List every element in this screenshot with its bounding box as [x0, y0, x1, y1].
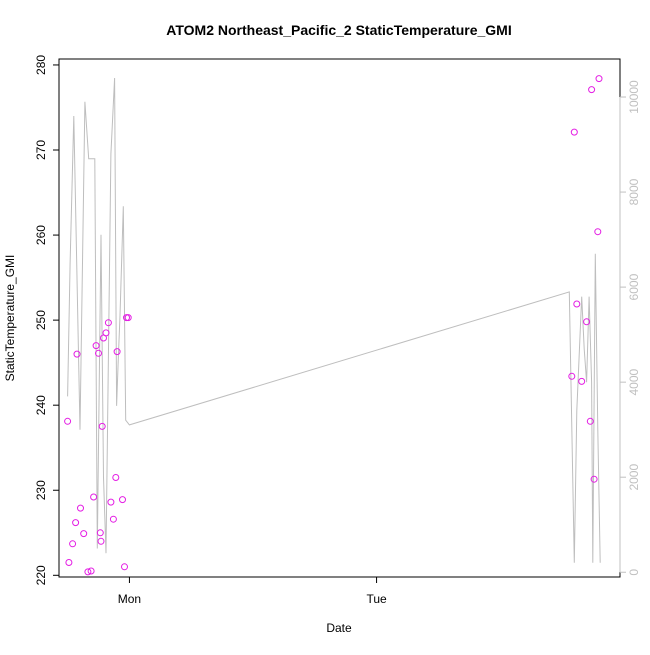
y-tick-label: 230 — [34, 480, 48, 500]
y2-tick-label: 10000 — [627, 80, 641, 114]
data-point — [84, 568, 92, 576]
data-point — [102, 329, 110, 337]
chart-title: ATOM2 Northeast_Pacific_2 StaticTemperat… — [166, 22, 511, 38]
data-point — [573, 300, 581, 308]
data-point — [583, 318, 591, 326]
data-point — [92, 342, 100, 350]
left-y-axis: 220 230 240 250 260 270 280 — [34, 55, 60, 585]
y-tick-label: 260 — [34, 225, 48, 245]
data-point — [124, 314, 132, 322]
y2-tick-label: 8000 — [627, 178, 641, 205]
data-point — [64, 417, 72, 425]
data-point — [80, 530, 88, 538]
data-point — [109, 515, 117, 523]
data-point — [112, 474, 120, 481]
data-point — [107, 498, 115, 506]
data-point — [98, 422, 106, 430]
y-tick-label: 250 — [34, 310, 48, 330]
data-point — [586, 417, 594, 425]
data-point — [90, 493, 98, 501]
line-series-layer — [67, 77, 601, 563]
data-point — [588, 86, 596, 94]
y2-tick-label: 0 — [627, 569, 641, 576]
data-point — [594, 228, 602, 236]
data-point — [570, 128, 578, 136]
data-point — [95, 349, 102, 357]
y-tick-label: 280 — [34, 55, 48, 75]
right-y-axis: 0 2000 4000 6000 8000 10000 — [619, 80, 641, 576]
y2-tick-label: 6000 — [627, 273, 641, 300]
data-point — [590, 475, 598, 483]
x-tick-label: Tue — [366, 592, 387, 606]
data-point — [87, 567, 95, 575]
point-series-layer — [64, 75, 603, 576]
line-series — [67, 77, 601, 563]
x-axis-label: Date — [326, 621, 352, 635]
y-tick-label: 270 — [34, 140, 48, 160]
y-tick-label: 240 — [34, 395, 48, 415]
y2-tick-label: 4000 — [627, 368, 641, 395]
data-point — [73, 350, 81, 358]
data-point — [119, 496, 126, 504]
data-point — [113, 348, 121, 356]
data-point — [595, 75, 603, 83]
data-point — [72, 519, 80, 527]
data-point — [104, 319, 112, 327]
data-point — [121, 563, 128, 571]
y2-tick-label: 2000 — [627, 464, 641, 491]
data-point — [96, 529, 104, 537]
x-tick-label: Mon — [118, 592, 141, 606]
y-tick-label: 220 — [34, 565, 48, 585]
data-point — [69, 540, 77, 548]
data-point — [65, 559, 73, 566]
data-point — [578, 377, 586, 385]
data-point — [568, 372, 576, 380]
y-axis-label: StaticTemperature_GMI — [3, 255, 17, 382]
data-point — [77, 504, 84, 512]
x-axis: Mon Tue — [118, 576, 387, 606]
data-point — [97, 537, 105, 545]
